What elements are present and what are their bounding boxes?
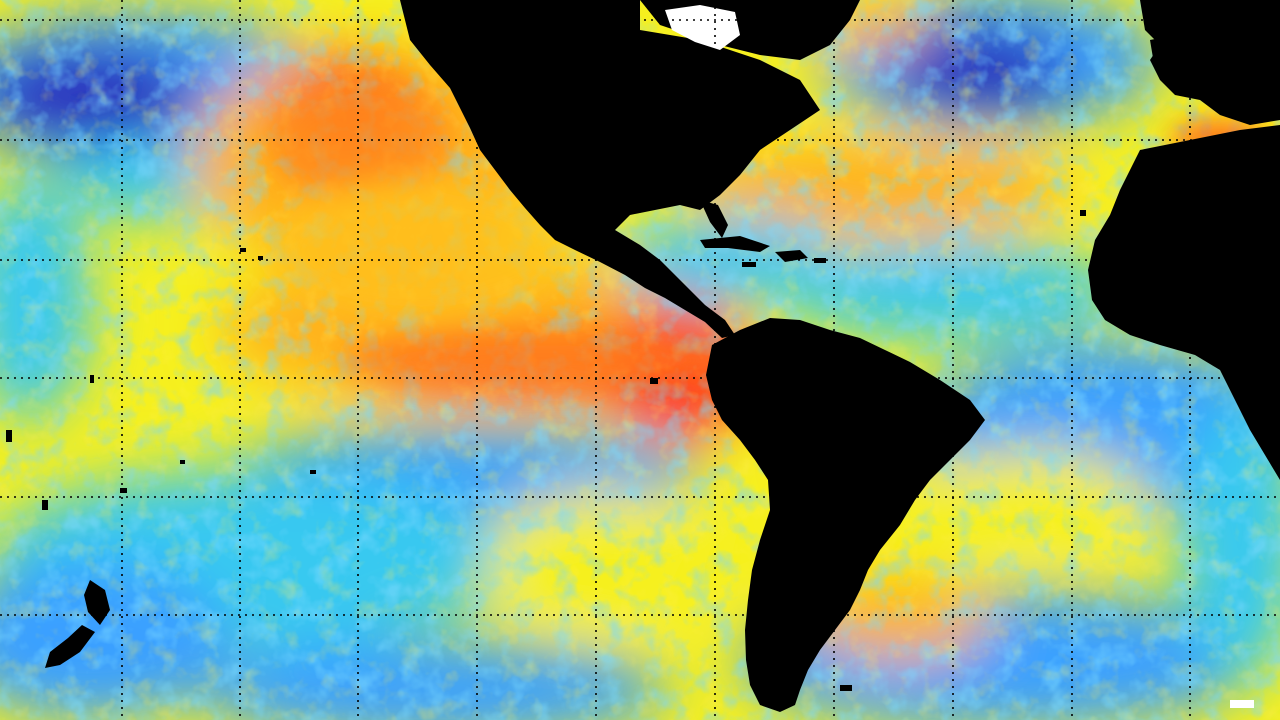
hispaniola-island [775, 250, 808, 262]
europe-landmass [1140, 0, 1280, 125]
arctic-sea-ice [665, 5, 740, 50]
atlantic-island [840, 685, 852, 691]
florida-peninsula [700, 200, 728, 238]
new-zealand-north-island [84, 580, 110, 625]
equatorial-warm-emphasis [340, 332, 740, 388]
pacific-island [258, 256, 263, 260]
antarctic-sea-ice [1230, 700, 1254, 708]
pacific-island [90, 375, 94, 383]
cuba-island [700, 236, 770, 252]
pacific-island [42, 500, 48, 510]
pacific-island [6, 430, 12, 442]
pacific-island [180, 460, 185, 464]
pacific-island [240, 248, 246, 252]
atlantic-island [1080, 210, 1086, 216]
sea-ice [665, 5, 1254, 708]
central-pacific-warm-emphasis [270, 180, 570, 320]
pacific-island [650, 378, 658, 384]
north-pacific-warm-emphasis [270, 80, 450, 200]
south-america-landmass [706, 318, 985, 712]
jamaica-island [742, 262, 756, 267]
new-zealand-south-island [45, 625, 95, 668]
british-isles [1150, 35, 1185, 75]
pacific-island [310, 470, 316, 474]
pacific-island [120, 488, 127, 493]
africa-landmass [1088, 125, 1280, 480]
